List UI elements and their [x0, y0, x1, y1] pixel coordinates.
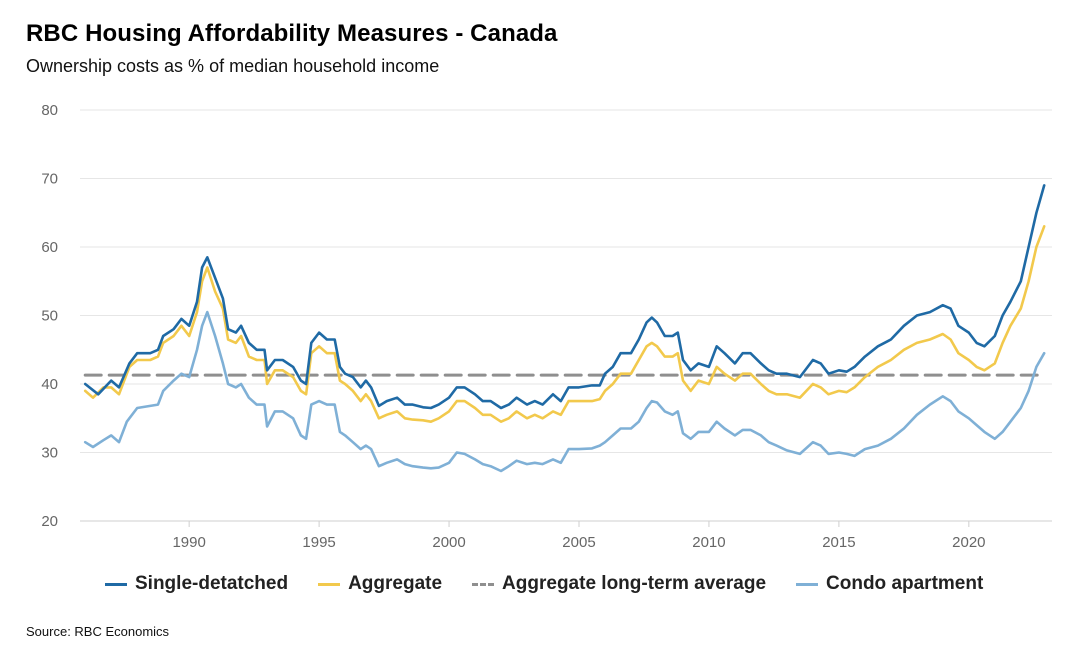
series-lines: [83, 184, 1046, 473]
y-tick-labels: 20 30 40 50 60 70 80: [41, 102, 58, 530]
legend-swatch-condo: [796, 582, 819, 586]
x-tick-label: 2010: [692, 534, 725, 551]
x-tick-label: 2015: [822, 534, 855, 551]
series-line-aggregate: [83, 225, 1046, 423]
legend-label-condo: Condo apartment: [826, 573, 984, 594]
legend-swatch-single-detached: [105, 582, 127, 586]
legend-item-single-detached: Single-detatched: [105, 573, 288, 595]
legend-label-aggregate: Aggregate: [348, 573, 443, 594]
x-tick-labels: 1990 1995 2000 2005 2010 2015 2020: [172, 521, 986, 551]
legend-label-average: Aggregate long-term average: [502, 573, 767, 594]
y-tick-label: 60: [41, 239, 58, 256]
legend-item-condo: Condo apartment: [796, 573, 983, 595]
legend: Single-detatched Aggregate Aggregate lon…: [105, 573, 1013, 595]
y-tick-label: 20: [41, 513, 58, 530]
y-tick-label: 40: [41, 376, 58, 393]
chart-subtitle: Ownership costs as % of median household…: [26, 56, 440, 76]
series-line-condo: [83, 310, 1046, 473]
y-tick-label: 80: [41, 102, 58, 119]
x-tick-label: 1995: [302, 534, 335, 551]
source-note: Source: RBC Economics: [26, 624, 170, 639]
legend-item-average: Aggregate long-term average: [472, 573, 766, 595]
legend-swatch-average: [472, 582, 495, 586]
legend-swatch-aggregate: [318, 582, 341, 586]
x-tick-label: 2005: [562, 534, 595, 551]
x-tick-label: 2000: [432, 534, 465, 551]
y-tick-label: 50: [41, 308, 58, 325]
series-line-single: [83, 184, 1046, 410]
x-tick-label: 1990: [172, 534, 205, 551]
y-tick-label: 70: [41, 171, 58, 188]
line-chart: 20 30 40 50 60 70 80 1990 1995 2000 2005 2010 2015 2…: [41, 102, 1052, 551]
legend-item-aggregate: Aggregate: [318, 573, 442, 595]
legend-label-single-detached: Single-detatched: [135, 573, 289, 594]
x-tick-label: 2020: [952, 534, 985, 551]
chart-title: RBC Housing Affordability Measures - Can…: [26, 20, 558, 47]
y-tick-label: 30: [41, 445, 58, 462]
